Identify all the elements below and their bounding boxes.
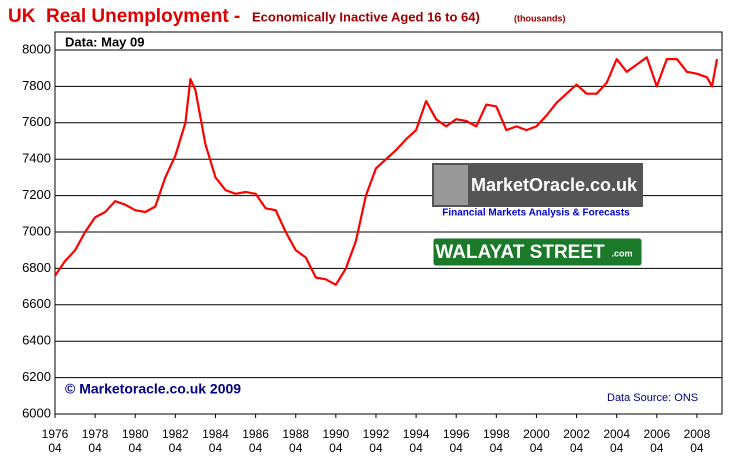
x-tick-label: 1978 04 [81,427,109,455]
x-tick-label: 1988 04 [282,427,310,455]
x-tick-label: 1992 04 [362,427,390,455]
y-tick-label: 7400 [22,151,51,166]
x-tick-label: 1980 04 [121,427,149,455]
y-tick-label: 8000 [22,41,51,56]
street-sign-text: WALAYAT STREET [435,242,605,263]
annotation: © Marketoracle.co.uk 2009 [65,381,241,397]
logo-tagline: Financial Markets Analysis & Forecasts [442,208,630,219]
x-tick-label: 1982 04 [162,427,189,455]
y-tick-label: 7600 [22,114,51,129]
line [54,56,719,286]
x-tick-label: 2006 04 [643,427,671,455]
x-tick-label: 1984 04 [202,427,229,455]
y-tick-label: 6800 [22,260,51,275]
x-tick-label: 2002 04 [563,427,590,455]
y-tick-label: 6600 [22,296,51,311]
x-tick-label: 1994 04 [402,427,430,455]
street-sign-suffix: .com [611,248,632,258]
plot-area [54,31,723,415]
x-tick-label: 2008 04 [683,427,711,455]
x-tick-label: 1998 04 [482,427,510,455]
x-tick-label: 1990 04 [322,427,350,455]
logos: MarketOracle.co.uk Financial Markets Ana… [432,163,643,267]
x-tick-label: 2004 04 [603,427,631,455]
chart-title: UK Real Unemployment - [8,6,246,27]
y-tick-label: 7200 [22,187,51,202]
y-tick-label: 7800 [22,78,51,93]
x-tick-label: 2000 04 [523,427,550,455]
x-tick-label: 1996 04 [442,427,470,455]
logo-image [434,165,468,205]
chart-subtitle: Economically Inactive Aged 16 to 64) [252,9,480,24]
logo-text: MarketOracle.co.uk [471,175,638,195]
y-tick-label: 6200 [22,369,51,384]
annotation: Data Source: ONS [607,392,698,404]
street-sign [432,237,643,267]
x-tick-label: 1986 04 [242,427,269,455]
y-tick-label: 7000 [22,223,51,238]
y-tick-label: 6000 [22,405,51,420]
unit-note: (thousands) [514,13,566,23]
x-tick-label: 1976 04 [41,427,69,455]
y-tick-label: 6400 [22,333,51,348]
annotation: Data: May 09 [65,34,144,49]
